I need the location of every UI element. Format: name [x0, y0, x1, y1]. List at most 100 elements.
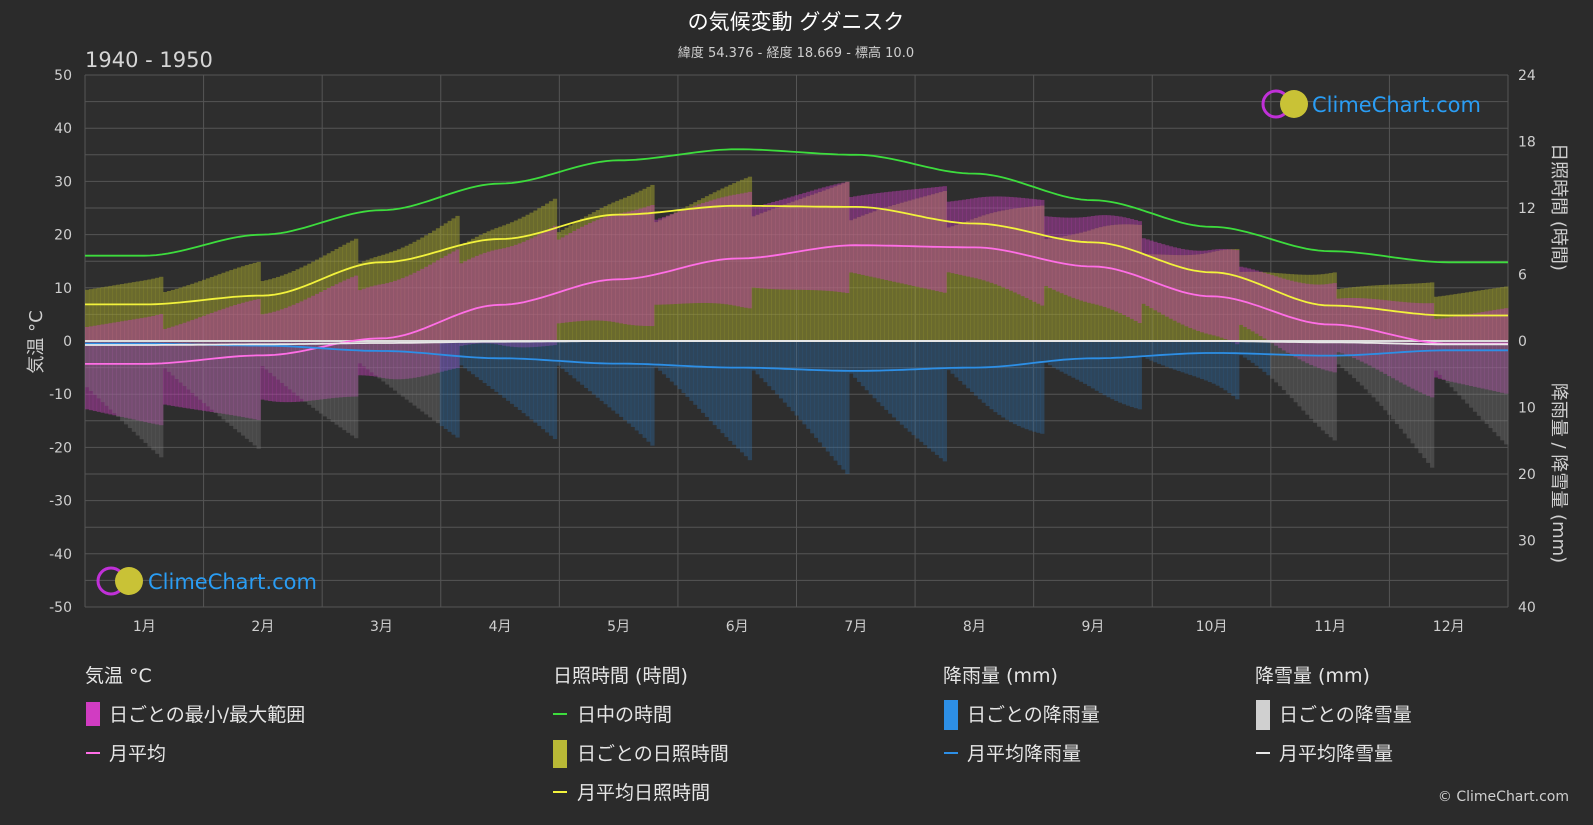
- daily-rain-bar: [642, 341, 647, 438]
- daily-rain-bar: [1020, 341, 1025, 428]
- daily-temp-range-bar: [1375, 299, 1380, 370]
- daily-sunshine-bar: [1242, 271, 1248, 341]
- daily-rain-bar: [739, 341, 745, 453]
- daily-temp-range-bar: [810, 190, 815, 291]
- legend-label-daily-rain: 日ごとの降雨量: [967, 704, 1100, 726]
- daily-temp-range-bar: [1079, 217, 1084, 301]
- daily-sunshine-bar: [311, 261, 316, 341]
- brand-logo-top[interactable]: ClimeChart.com: [1261, 89, 1481, 119]
- daily-sunshine-bar: [658, 220, 663, 341]
- daily-sunshine-bar: [1106, 225, 1111, 341]
- daily-snow-bar: [326, 341, 332, 420]
- legend-swatch-temp-range: [86, 702, 100, 726]
- daily-temp-range-bar: [973, 197, 979, 279]
- daily-temp-range-bar: [607, 215, 612, 322]
- daily-temp-range-bar: [1352, 297, 1357, 359]
- daily-sunshine-bar: [533, 210, 538, 341]
- daily-temp-range-bar: [1161, 244, 1166, 315]
- daily-temp-range-bar: [338, 282, 343, 398]
- daily-temp-range-bar: [966, 199, 971, 277]
- daily-sunshine-bar: [1024, 207, 1029, 341]
- daily-sunshine-bar: [315, 259, 320, 341]
- daily-sunshine-bar: [365, 259, 370, 341]
- daily-temp-range-bar: [1118, 216, 1123, 314]
- daily-temp-range-bar: [825, 186, 831, 291]
- daily-temp-range-bar: [1044, 216, 1049, 287]
- daily-sunshine-bar: [907, 200, 912, 341]
- daily-rain-bar: [853, 341, 858, 378]
- daily-snow-bar: [1445, 341, 1450, 384]
- daily-sunshine-bar: [1044, 239, 1049, 341]
- daily-sunshine-bar: [782, 204, 788, 341]
- daily-temp-range-bar: [424, 266, 429, 376]
- daily-sunshine-bar: [400, 247, 406, 341]
- daily-sunshine-bar: [997, 211, 1002, 341]
- daily-sunshine-bar: [1274, 272, 1279, 341]
- x-tick-label: 5月: [607, 619, 630, 635]
- daily-snow-bar: [1367, 341, 1372, 394]
- daily-sunshine-bar: [958, 223, 963, 341]
- right-bottom-tick-label: 30: [1518, 534, 1536, 550]
- daily-snow-bar: [205, 341, 211, 407]
- daily-sunshine-bar: [1055, 237, 1061, 341]
- daily-snow-bar: [209, 341, 215, 410]
- series-lines: [85, 148, 1508, 372]
- brand-logo-bottom[interactable]: ClimeChart.com: [96, 566, 317, 596]
- daily-snow-bar: [221, 341, 226, 420]
- daily-sunshine-bar: [927, 195, 932, 341]
- daily-sunshine-bar: [299, 267, 304, 341]
- daily-sunshine-bar: [237, 267, 242, 341]
- daily-rain-bar: [736, 341, 741, 449]
- daily-sunshine-bar: [252, 262, 257, 341]
- daily-snow-bar: [1492, 341, 1497, 433]
- daily-temp-range-bar: [615, 213, 620, 323]
- daily-sunshine-bar: [833, 186, 838, 341]
- daily-sunshine-bar: [1457, 293, 1462, 341]
- daily-sunshine-bar: [1324, 273, 1330, 341]
- daily-rain-bar: [880, 341, 885, 407]
- daily-temp-range-bar: [1344, 298, 1349, 355]
- daily-sunshine-bar: [217, 274, 222, 341]
- daily-rain-bar: [474, 341, 480, 378]
- rain-avg-line: [85, 342, 1508, 372]
- daily-sunshine-bar: [1270, 272, 1275, 341]
- daily-rain-bar: [681, 341, 686, 394]
- copyright-notice[interactable]: © ClimeChart.com: [1438, 789, 1569, 805]
- daily-sunshine-bar: [1426, 282, 1431, 341]
- daily-sunshine-bar: [1414, 283, 1419, 341]
- temp-avg-line: [85, 244, 1508, 365]
- daily-temp-range-bar: [665, 215, 671, 305]
- daily-temp-range-bar: [1036, 199, 1041, 304]
- daily-snow-bar: [1270, 341, 1275, 379]
- daily-temp-range-bar: [751, 206, 756, 288]
- daily-temp-range-bar: [802, 192, 807, 290]
- daily-rain-bar: [907, 341, 912, 432]
- daily-sunshine-bar: [1301, 274, 1306, 341]
- daily-temp-range-bar: [244, 301, 250, 418]
- daily-temp-range-bar: [1164, 245, 1170, 317]
- daily-snow-bar: [1328, 341, 1333, 438]
- daily-temp-range-bar: [1367, 298, 1372, 366]
- daily-sunshine-bar: [1063, 235, 1068, 341]
- daily-sunshine-bar: [755, 214, 760, 341]
- daily-temp-range-bar: [1071, 217, 1076, 298]
- daily-temp-range-bar: [1047, 216, 1053, 289]
- daily-temp-range-bar: [315, 293, 320, 400]
- daily-temp-range-bar: [416, 270, 421, 378]
- daily-temp-range-bar: [1032, 199, 1037, 302]
- daily-rain-bar: [1051, 341, 1057, 368]
- daily-temp-range-bar: [1441, 318, 1447, 380]
- daily-rain-bar: [786, 341, 792, 407]
- daily-sunshine-bar: [1433, 296, 1439, 341]
- daily-snow-bar: [315, 341, 320, 411]
- daily-temp-range-bar: [1196, 250, 1201, 331]
- daily-temp-range-bar: [287, 306, 293, 403]
- daily-rain-bar: [747, 341, 753, 461]
- daily-snow-bar: [373, 341, 378, 376]
- daily-temp-range-bar: [330, 286, 335, 399]
- daily-sunshine-bar: [837, 184, 842, 341]
- daily-sunshine-bar: [599, 208, 604, 341]
- daily-temp-range-bar: [587, 223, 593, 321]
- daily-temp-range-bar: [895, 190, 901, 283]
- daily-sunshine-bar: [1453, 294, 1458, 341]
